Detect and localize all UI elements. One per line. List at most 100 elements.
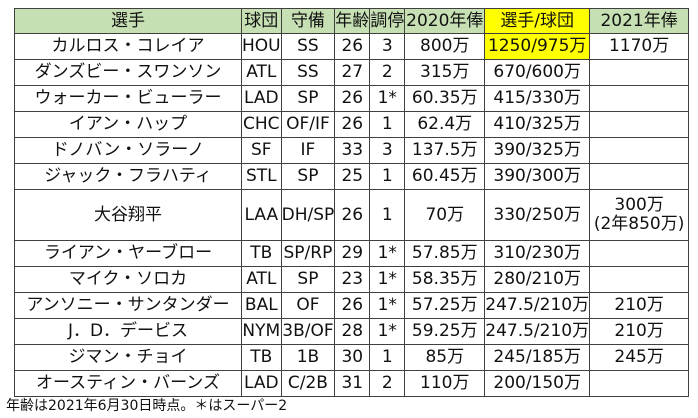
salary-2021: 210万 [589,292,690,319]
salary-2020: 60.45万 [404,163,486,190]
table-row: ウォーカー・ビューラー LAD SP 26 1* 60.35万 415/330万 [14,85,690,112]
position: SP [280,266,336,293]
position: OF/IF [280,111,336,138]
arbitration-year: 1 [369,111,406,138]
team: ATL [241,266,282,293]
table-row: アンソニー・サンタンダー BAL OF 26 1* 57.25万 247.5/2… [14,292,690,319]
salary-2021 [589,266,690,293]
arbitration-year: 1* [369,240,406,267]
age: 27 [334,59,371,86]
position: DH/SP [280,189,336,241]
arbitration-salary-table: 選手 球団 守備 年齢 調停 2020年俸 選手/球団 2021年俸 カルロス・… [14,8,690,397]
table-footnote: 年齢は2021年6月30日時点。＊はスーパー2 [6,398,288,414]
arbitration-year: 1 [369,189,406,241]
player-team-figures: 247.5/210万 [484,292,591,319]
salary-2020: 110万 [404,370,486,397]
salary-2021 [589,370,690,397]
team: CHC [241,111,282,138]
column-header-2020-salary: 2020年俸 [404,8,486,34]
player-team-figures: 390/325万 [484,137,591,164]
player-name: イアン・ハップ [14,111,242,138]
salary-2021 [589,59,690,86]
player-team-figures: 390/300万 [484,163,591,190]
team: SF [241,137,282,164]
column-header-position: 守備 [280,8,336,34]
salary-2021 [589,240,690,267]
column-header-player: 選手 [14,8,242,34]
position: C/2B [280,370,336,397]
team: LAD [241,370,282,397]
arbitration-year: 2 [369,370,406,397]
arbitration-year: 1* [369,266,406,293]
player-team-figures: 1250/975万 [484,33,591,60]
table-row: ダンズビー・スワンソン ATL SS 27 2 315万 670/600万 [14,59,690,86]
player-name: ジマン・チョイ [14,344,242,371]
position: IF [280,137,336,164]
salary-2021 [589,137,690,164]
table-header-row: 選手 球団 守備 年齢 調停 2020年俸 選手/球団 2021年俸 [14,8,690,34]
age: 33 [334,137,371,164]
player-team-figures: 200/150万 [484,370,591,397]
position: SS [280,33,336,60]
table-row: ジャック・フラハティ STL SP 25 1 60.45万 390/300万 [14,163,690,190]
player-name: ライアン・ヤーブロー [14,240,242,267]
player-team-figures: 310/230万 [484,240,591,267]
position: 3B/OF [280,318,336,345]
age: 29 [334,240,371,267]
position: SP/RP [280,240,336,267]
team: TB [241,240,282,267]
age: 26 [334,33,371,60]
column-header-team: 球団 [241,8,282,34]
salary-2020: 57.85万 [404,240,486,267]
player-name: ジャック・フラハティ [14,163,242,190]
player-team-figures: 280/210万 [484,266,591,293]
player-name: オースティン・バーンズ [14,370,242,397]
age: 30 [334,344,371,371]
salary-2021 [589,85,690,112]
team: ATL [241,59,282,86]
column-header-age: 年齢 [334,8,371,34]
salary-2020: 62.4万 [404,111,486,138]
salary-2021: 210万 [589,318,690,345]
player-name: ウォーカー・ビューラー [14,85,242,112]
age: 26 [334,189,371,241]
player-team-figures: 247.5/210万 [484,318,591,345]
position: SP [280,163,336,190]
table-row: オースティン・バーンズ LAD C/2B 31 2 110万 200/150万 [14,370,690,397]
salary-2020: 315万 [404,59,486,86]
team: NYM [241,318,282,345]
salary-2020: 85万 [404,344,486,371]
salary-2021: 300万 (2年850万) [589,189,690,241]
salary-2020: 800万 [404,33,486,60]
player-name: ダンズビー・スワンソン [14,59,242,86]
column-header-2021-salary: 2021年俸 [589,8,690,34]
column-header-arbitration: 調停 [369,8,406,34]
arbitration-year: 1* [369,318,406,345]
arbitration-year: 1* [369,85,406,112]
player-name: カルロス・コレイア [14,33,242,60]
salary-2021: 1170万 [589,33,690,60]
player-name: ドノバン・ソラーノ [14,137,242,164]
salary-2020: 60.35万 [404,85,486,112]
column-header-player-team-figures: 選手/球団 [484,8,591,34]
age: 26 [334,292,371,319]
age: 31 [334,370,371,397]
team: HOU [241,33,282,60]
salary-2021 [589,111,690,138]
salary-2020: 59.25万 [404,318,486,345]
salary-2021 [589,163,690,190]
arbitration-year: 3 [369,137,406,164]
age: 25 [334,163,371,190]
position: SS [280,59,336,86]
player-team-figures: 245/185万 [484,344,591,371]
position: 1B [280,344,336,371]
position: SP [280,85,336,112]
arbitration-year: 3 [369,33,406,60]
arbitration-year: 1 [369,163,406,190]
table-row: ドノバン・ソラーノ SF IF 33 3 137.5万 390/325万 [14,137,690,164]
table-row: カルロス・コレイア HOU SS 26 3 800万 1250/975万 117… [14,33,690,60]
salary-2020: 58.35万 [404,266,486,293]
table-row: J．D．デービス NYM 3B/OF 28 1* 59.25万 247.5/21… [14,318,690,345]
salary-2020: 57.25万 [404,292,486,319]
player-name: 大谷翔平 [14,189,242,241]
